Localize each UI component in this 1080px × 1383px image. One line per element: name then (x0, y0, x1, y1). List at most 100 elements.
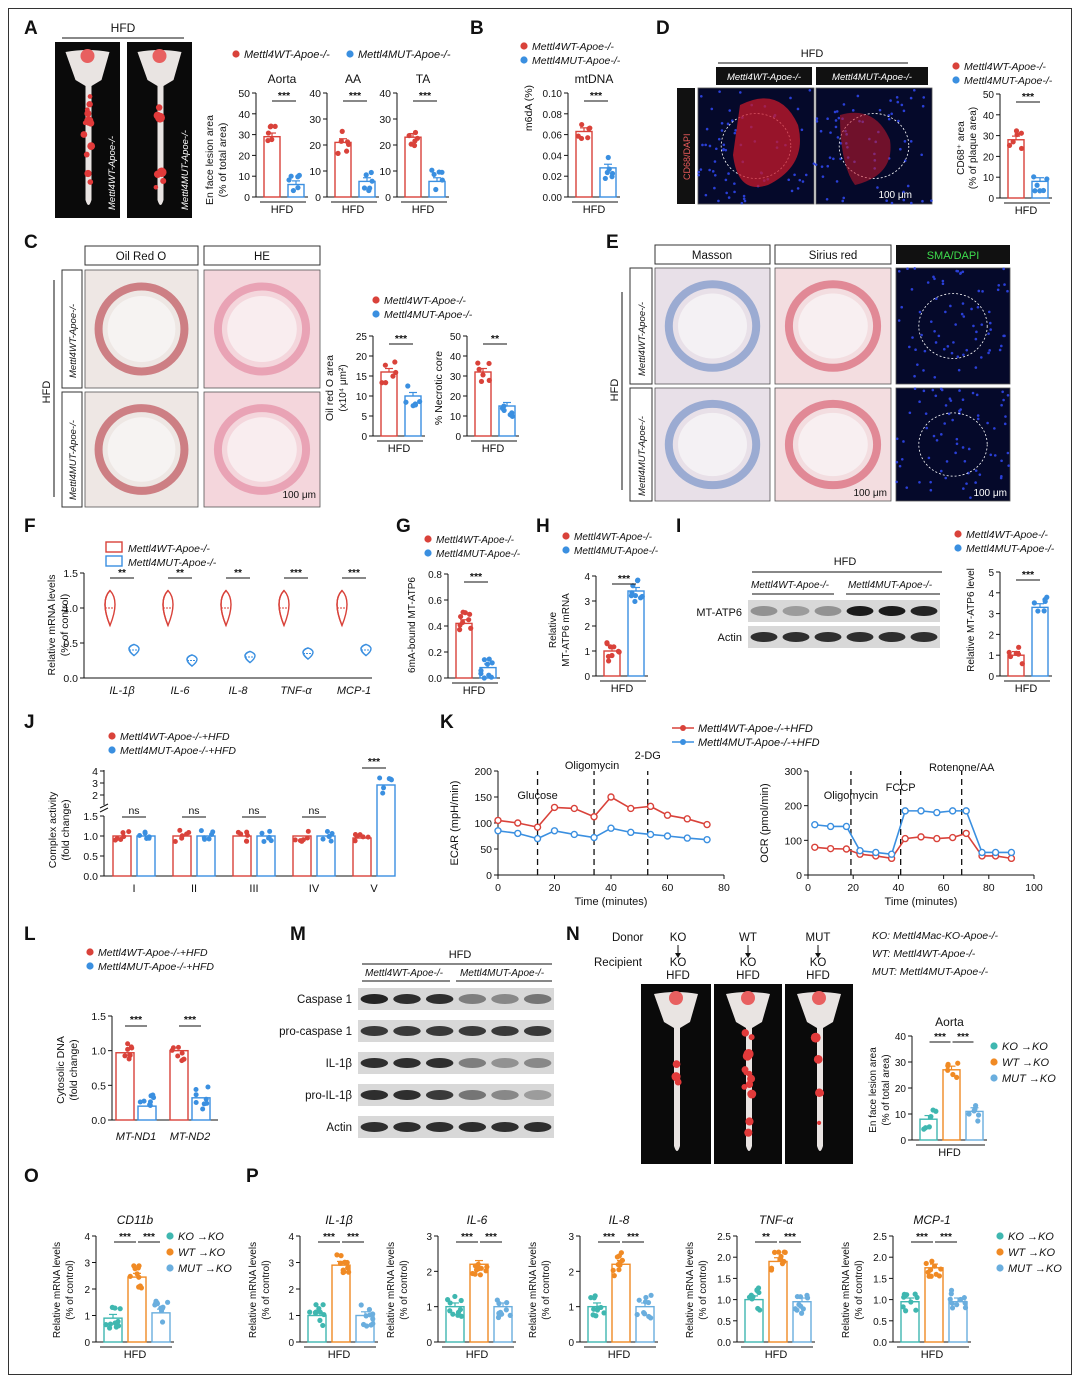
data-point (125, 1041, 131, 1047)
nucleus-dot (944, 404, 948, 407)
nucleus-dot (895, 437, 899, 441)
x-label: HFD (124, 1349, 147, 1361)
significance-label: *** (130, 1014, 143, 1026)
data-point (235, 829, 241, 835)
data-point (320, 1302, 326, 1308)
nucleus-dot (913, 387, 917, 391)
lane-group-label: Mettl4MUT-Apoe-/- (848, 580, 933, 591)
violin (336, 590, 343, 626)
nucleus-dot (713, 160, 717, 163)
chart-l: Cytosolic DNA (fold change) 0.0 0.5 1.0 1.5 **… (55, 1011, 218, 1143)
column-header (654, 244, 771, 265)
nucleus-dot (1000, 344, 1003, 348)
y-tick-label: 0 (244, 192, 250, 204)
data-point (204, 1100, 210, 1106)
nucleus-dot (972, 324, 975, 328)
nucleus-dot (998, 348, 1002, 352)
blot-band (393, 1122, 421, 1132)
chart-a3: 0 10 20 30 40 *** TA HFD (379, 72, 449, 216)
data-point (267, 828, 273, 834)
nucleus-dot (941, 279, 945, 283)
vessel-wall (784, 280, 882, 372)
data-point (202, 836, 208, 842)
y-tick-label: 20 (379, 140, 391, 152)
x-axis-label: Time (minutes) (885, 896, 958, 908)
vessel-wall (213, 404, 311, 495)
arrow-head (675, 953, 681, 958)
data-point (627, 828, 635, 837)
nucleus-dot (947, 412, 951, 416)
legend-label: Mettl4MUT-Apoe-/- (532, 55, 621, 67)
data-point (923, 1260, 929, 1267)
aorta-image-wt-ko (714, 984, 782, 1164)
data-point (141, 1098, 147, 1104)
nucleus-dot (976, 417, 980, 421)
data-point (954, 1074, 960, 1081)
data-point (486, 377, 492, 383)
nucleus-dot (902, 198, 906, 202)
lesion-spot (741, 1084, 748, 1090)
nucleus-dot (808, 88, 812, 92)
nucleus-dot (896, 100, 900, 104)
data-point (842, 822, 851, 831)
y-tick-label: 0 (796, 870, 802, 882)
nucleus-dot (918, 400, 921, 403)
aorta-image-ko-ko (641, 984, 711, 1164)
lesion-spot (152, 49, 167, 63)
nucleus-dot (742, 194, 746, 198)
legend-marker (105, 541, 123, 553)
lesion-spot (156, 167, 167, 178)
lesion-spot (744, 1128, 753, 1137)
nucleus-dot (836, 136, 840, 139)
legend-label: KO →KO (1008, 1231, 1054, 1243)
arrow-head (745, 953, 751, 958)
significance-label: *** (1022, 91, 1035, 103)
panel-letter: N (566, 924, 580, 945)
nucleus-dot (967, 447, 971, 451)
blot-band (750, 606, 778, 616)
y-axis-label: Relative mRNA levels (46, 575, 58, 676)
legend-label: Mettl4MUT-Apoe-/-+HFD (698, 737, 820, 749)
data-point (447, 1300, 453, 1306)
blot-band (360, 1026, 389, 1036)
vessel-wall (664, 280, 761, 372)
lesion-spot (80, 131, 88, 138)
data-point (966, 1111, 972, 1117)
data-point (114, 836, 120, 842)
chart-a1: 0 10 20 30 40 50 *** Aorta HFD (238, 72, 308, 216)
blot-strip (358, 1084, 554, 1106)
data-point (962, 1305, 969, 1311)
blot-actin (358, 1116, 554, 1138)
blot-band (782, 606, 810, 616)
data-point (804, 1295, 811, 1301)
data-point (938, 1266, 944, 1272)
y-tick-label: 10 (356, 392, 368, 403)
nucleus-dot (832, 157, 835, 161)
chart-g: 0.0 0.2 0.4 0.6 0.8 *** HFD (428, 570, 500, 697)
y-axis-label: CD68⁺ area (956, 121, 967, 175)
legend-label: Mettl4MUT-Apoe-/- (384, 309, 473, 321)
y-tick-label: 50 (238, 88, 250, 100)
y-tick-label: 0.5 (91, 1080, 106, 1092)
scale-bar-label: 100 μm (853, 488, 887, 499)
data-point (326, 834, 332, 840)
data-point (377, 775, 383, 781)
data-point (948, 833, 957, 842)
data-point (586, 126, 592, 132)
y-tick-label: 20 (238, 150, 250, 162)
blot-strip (358, 1052, 554, 1074)
y-tick-label: 200 (784, 801, 802, 813)
y-tick-label: 0 (455, 432, 461, 443)
significance-label: *** (395, 333, 408, 345)
panel-letter: B (470, 18, 484, 39)
nucleus-dot (963, 459, 967, 463)
chart-h: 0 1 2 3 4 *** HFD (584, 572, 648, 695)
nucleus-dot (918, 481, 921, 484)
nucleus-dot (720, 122, 724, 125)
data-point (272, 123, 278, 129)
legend-label: MUT →KO (1008, 1263, 1062, 1275)
data-point (948, 1291, 954, 1297)
data-point (931, 1263, 938, 1269)
data-point (363, 1323, 370, 1329)
data-point (646, 830, 655, 839)
